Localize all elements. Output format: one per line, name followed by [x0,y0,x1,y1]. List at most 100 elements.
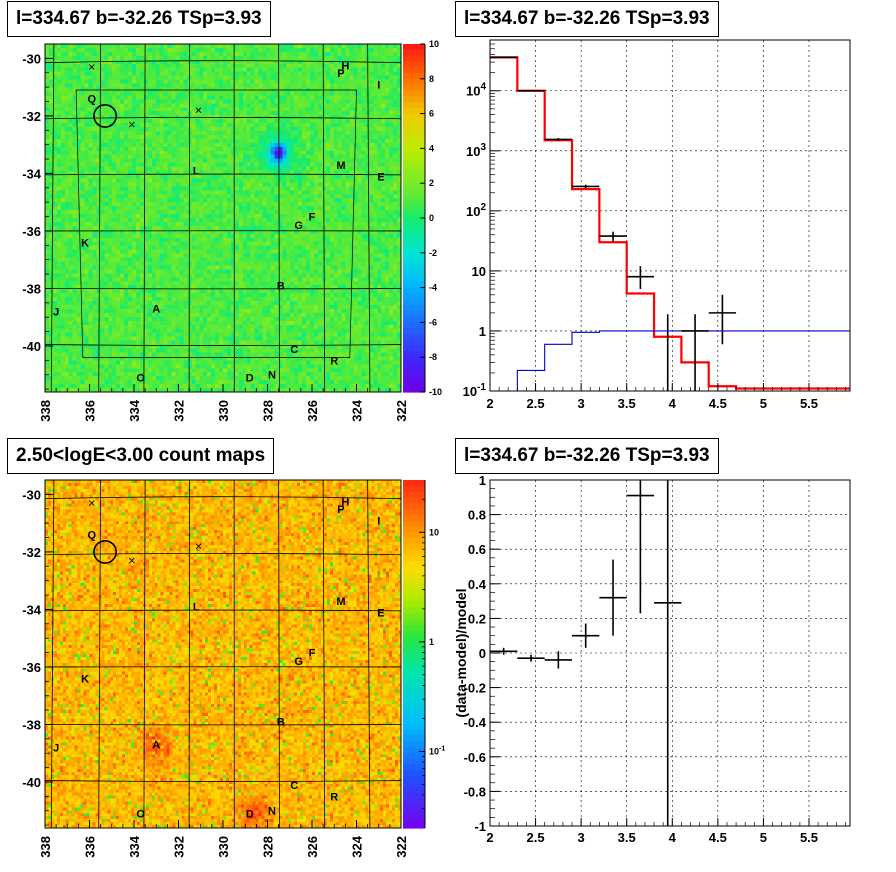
x-tick-label: 332 [172,836,187,858]
colorbar-cell [403,165,425,173]
colorbar-cell [403,630,425,638]
cross-marker [88,64,95,70]
x-tick-label: 2.5 [527,830,545,845]
colorbar-cell [403,310,425,318]
colorbar-cell [403,578,425,585]
source-label-Q: Q [87,94,96,106]
colorbar-cell [403,520,425,527]
colorbar-cell [403,212,425,219]
colorbar-cell [403,601,425,609]
colorbar-cell [403,712,425,719]
colorbar-cell [403,131,425,138]
colorbar-cell [403,90,425,97]
colorbar-tick-label: -10 [429,387,442,397]
latitude-line [45,609,401,612]
colorbar-cell [403,625,425,632]
colorbar-cell [403,305,425,312]
source-label-B: B [277,717,285,729]
x-tick-label: 326 [305,836,320,858]
colorbar-cell [403,497,425,504]
x-tick-label: 5.5 [800,396,818,411]
colorbar-cell [403,78,425,86]
colorbar-cell [403,102,425,109]
x-tick-label: 334 [127,835,142,857]
colorbar-cell [403,735,425,742]
cross-marker [128,557,135,564]
colorbar-cell [403,758,425,765]
colorbar-cell [403,636,425,643]
colorbar-cell [403,183,425,190]
x-tick-label: 326 [305,400,320,422]
y-tick-label: -32 [22,109,41,124]
colorbar-tick-label: 4 [429,143,434,153]
colorbar-cell [403,706,425,713]
colorbar-tick-label: 10 [429,527,439,537]
colorbar-cell [403,363,425,370]
colorbar-cell [403,206,425,213]
source-label-F: F [309,212,316,224]
colorbar-cell [403,677,425,684]
y-tick-label: -38 [22,717,41,732]
y-tick-label: -30 [22,487,41,502]
x-tick-label: 5 [760,830,767,845]
x-tick-label: 334 [127,399,142,421]
source-label-C: C [290,344,298,356]
colorbar-cell [403,741,425,748]
colorbar-cell [403,491,425,498]
source-label-R: R [330,355,338,367]
colorbar-cell [403,49,425,57]
model-step-line [490,56,850,390]
colorbar-cell [403,729,425,736]
colorbar-cell [403,607,425,614]
source-label-G: G [294,656,303,668]
y-tick-label: -0.2 [464,681,486,696]
colorbar-cell [403,96,425,103]
y-tick-label: -0.4 [464,715,487,730]
latitude-line [45,496,401,500]
colorbar-cell [403,561,425,568]
colorbar-cell [403,654,425,661]
colorbar-cell [403,538,425,545]
background-step-line [516,330,850,391]
colorbar-cell [403,746,425,754]
source-label-J: J [53,742,59,754]
source-label-A: A [152,304,160,316]
colorbar-cell [403,73,425,80]
colorbar-cell [403,351,425,358]
colorbar-cell [403,596,425,603]
colorbar-tick-label: 6 [429,109,434,119]
colorbar-cell [403,293,425,300]
source-label-K: K [81,673,89,685]
y-tick-label: -34 [22,166,42,181]
y-tick-label: 0.6 [468,542,486,557]
colorbar-cell [403,549,425,556]
longitude-line [98,480,102,828]
colorbar-cell [403,781,425,788]
longitude-line [98,44,102,392]
colorbar-cell [403,107,425,115]
colorbar-cell [403,287,425,294]
longitude-line [278,480,280,828]
source-label-K: K [81,237,89,249]
residual-map-title: l=334.67 b=-32.26 TSp=3.93 [7,1,271,37]
count-heatmap [45,480,401,828]
colorbar-cell [403,189,425,196]
source-label-N: N [268,370,276,382]
colorbar-cell [403,509,425,516]
cross-marker [195,107,202,113]
source-label-F: F [309,648,316,660]
colorbar-cell [403,642,425,649]
colorbar-tick-label: -2 [429,248,437,258]
colorbar-cell [403,503,425,510]
colorbar-cell [403,218,425,225]
colorbar-tick-label: 10-1 [429,745,445,756]
colorbar-cell [403,572,425,580]
x-tick-label: 3.5 [618,396,636,411]
colorbar-cell [403,357,425,364]
source-label-D: D [246,809,254,821]
colorbar-cell [403,770,425,777]
colorbar-cell [403,125,425,132]
y-tick-label: 0.2 [468,611,486,626]
y-tick-label: -0.6 [464,750,486,765]
